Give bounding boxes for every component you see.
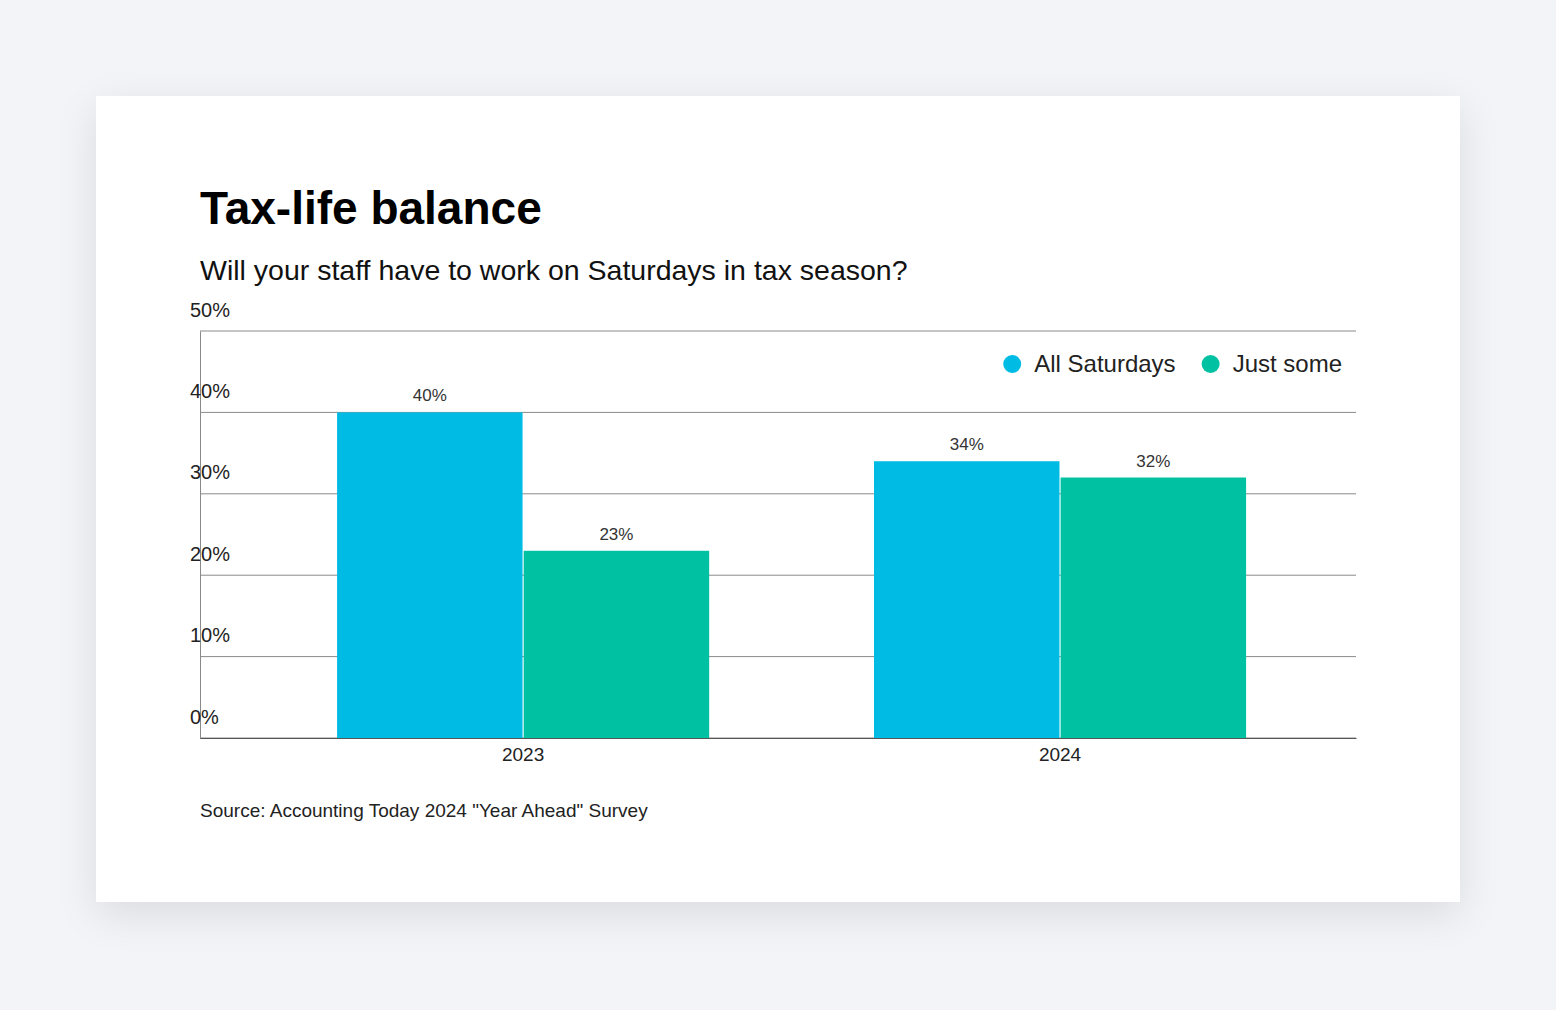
y-tick-label: 30% bbox=[190, 461, 230, 483]
data-label: 32% bbox=[1136, 452, 1170, 471]
y-tick-label: 0% bbox=[190, 706, 219, 728]
title: Tax-life balance bbox=[200, 182, 542, 234]
x-tick: 2023 bbox=[502, 738, 544, 765]
x-axis-line bbox=[201, 738, 1357, 739]
legend-label: All Saturdays bbox=[1034, 350, 1175, 377]
y-tick: 0% bbox=[190, 706, 219, 739]
y-tick-label: 20% bbox=[190, 543, 230, 565]
legend-item: All Saturdays bbox=[1003, 350, 1175, 377]
data-label: 23% bbox=[599, 525, 633, 544]
x-tick-label: 2024 bbox=[1039, 744, 1082, 765]
data-label: 34% bbox=[950, 435, 984, 454]
y-tick: 30% bbox=[190, 461, 230, 494]
bar bbox=[524, 551, 709, 738]
bars bbox=[337, 412, 1246, 738]
bar bbox=[1061, 478, 1246, 738]
legend-item: Just some bbox=[1202, 350, 1342, 377]
bar bbox=[874, 461, 1059, 738]
y-axis: 0% 10% 20% 30% 40% 50% bbox=[190, 299, 230, 739]
legend: All Saturdays Just some bbox=[1003, 350, 1342, 377]
grid-line bbox=[200, 331, 1356, 332]
legend-marker bbox=[1202, 355, 1220, 373]
data-label: 40% bbox=[413, 386, 447, 405]
data-labels: 40% 34% 23% 32% bbox=[413, 386, 1171, 543]
legend-marker bbox=[1003, 355, 1021, 373]
subtitle: Will your staff have to work on Saturday… bbox=[200, 254, 908, 286]
y-tick-label: 50% bbox=[190, 299, 230, 321]
x-tick-label: 2023 bbox=[502, 744, 544, 765]
y-tick-label: 10% bbox=[190, 624, 230, 646]
legend-label: Just some bbox=[1233, 350, 1342, 377]
chart-svg: Tax-life balance Will your staff have to … bbox=[0, 0, 1556, 1010]
y-tick-label: 40% bbox=[190, 380, 230, 402]
grid bbox=[200, 331, 1356, 738]
y-tick: 40% bbox=[190, 380, 230, 413]
x-tick: 2024 bbox=[1039, 738, 1082, 765]
y-tick: 10% bbox=[190, 624, 230, 657]
y-tick: 50% bbox=[190, 299, 230, 332]
bar bbox=[337, 412, 522, 738]
x-axis: 2023 2024 bbox=[201, 738, 1357, 765]
y-tick: 20% bbox=[190, 543, 230, 576]
source: Source: Accounting Today 2024 "Year Ahea… bbox=[200, 800, 648, 821]
